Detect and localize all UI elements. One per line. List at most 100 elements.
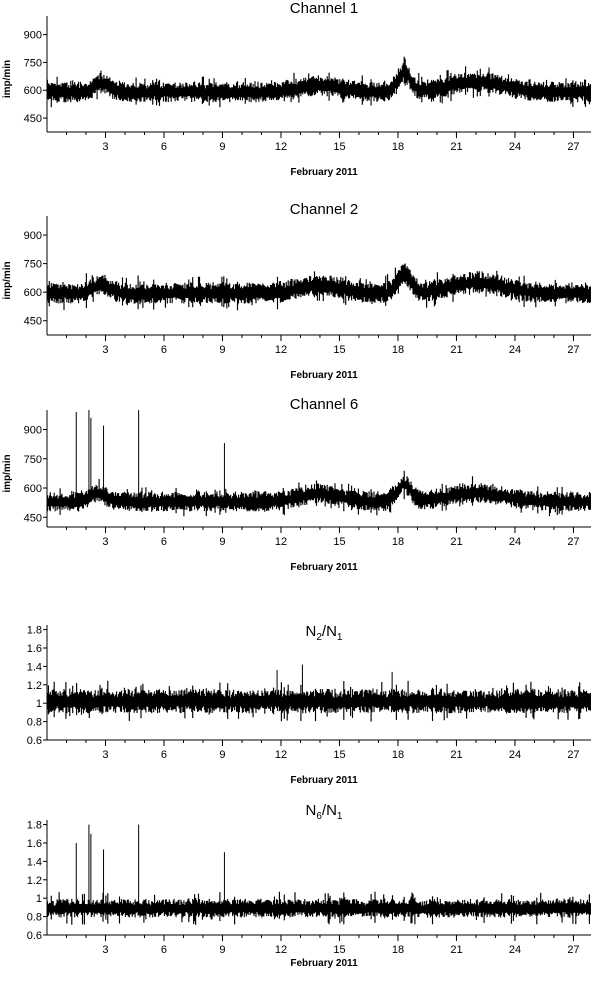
chart-title: N6/N1 — [306, 802, 343, 822]
y-tick-label: 450 — [24, 512, 42, 524]
chart-title-main: N — [306, 802, 317, 819]
chart-panel-2: Channel 2 3 6 9 12 15 18 21 24 27 450 600 750 900 Febr… — [2, 201, 591, 381]
x-tick-label: 21 — [450, 141, 462, 153]
y-tick-label: 1.2 — [27, 875, 42, 887]
y-axis-label: imp/min — [2, 60, 13, 98]
chart-title: N2/N1 — [306, 623, 343, 643]
y-tick-label: 0.8 — [27, 912, 42, 924]
x-tick-label: 12 — [275, 536, 287, 548]
x-tick-label: 3 — [102, 749, 108, 761]
y-tick-label: 600 — [24, 287, 42, 299]
x-tick-label: 9 — [219, 749, 225, 761]
y-tick-label: 900 — [24, 425, 42, 437]
x-tick-label: 12 — [275, 944, 287, 956]
chart-title-main: Channel 2 — [290, 201, 358, 218]
x-tick-label: 15 — [333, 344, 345, 356]
y-tick-label: 1.4 — [27, 856, 42, 868]
chart-title-main: Channel 1 — [290, 0, 358, 17]
x-tick-label: 12 — [275, 749, 287, 761]
y-tick-label: 1 — [36, 698, 42, 710]
data-series-trace — [46, 263, 591, 311]
y-tick-label: 750 — [24, 259, 42, 271]
data-series-trace — [46, 56, 591, 108]
y-tick-label: 1.4 — [27, 661, 42, 673]
x-tick-label: 3 — [102, 344, 108, 356]
chart-panel-4: N2/N1 3 6 9 12 15 18 21 24 27 0.6 0.8 1 1.2 1.4 1.6 1.8 F… — [27, 623, 591, 786]
y-tick-label: 1.6 — [27, 838, 42, 850]
y-tick-label: 0.8 — [27, 717, 42, 729]
x-tick-label: 24 — [509, 141, 521, 153]
x-tick-label: 15 — [333, 141, 345, 153]
x-tick-label: 15 — [333, 536, 345, 548]
x-tick-label: 12 — [275, 141, 287, 153]
y-tick-label: 450 — [24, 113, 42, 125]
data-series-trace — [46, 680, 591, 722]
x-tick-label: 27 — [567, 536, 579, 548]
x-tick-label: 24 — [509, 944, 521, 956]
x-tick-label: 3 — [102, 944, 108, 956]
x-tick-label: 3 — [102, 536, 108, 548]
chart-title-main: Channel 6 — [290, 396, 358, 413]
y-tick-label: 600 — [24, 85, 42, 97]
x-tick-label: 6 — [161, 944, 167, 956]
y-tick-label: 1 — [36, 893, 42, 905]
chart-panel-3: Channel 6 3 6 9 12 15 18 21 24 27 450 600 750 900 Febr… — [2, 396, 591, 573]
x-tick-label: 24 — [509, 536, 521, 548]
x-tick-label: 27 — [567, 944, 579, 956]
x-tick-label: 9 — [219, 944, 225, 956]
x-axis-label: February 2011 — [290, 167, 358, 178]
x-tick-label: 21 — [450, 344, 462, 356]
x-tick-label: 18 — [392, 944, 404, 956]
y-tick-label: 750 — [24, 57, 42, 69]
x-axis-label: February 2011 — [290, 562, 358, 573]
x-tick-label: 18 — [392, 344, 404, 356]
x-tick-label: 3 — [102, 141, 108, 153]
chart-title: Channel 2 — [290, 201, 358, 218]
y-tick-label: 1.2 — [27, 680, 42, 692]
y-tick-label: 1.8 — [27, 820, 42, 832]
x-axis-label: February 2011 — [290, 370, 358, 381]
x-tick-label: 24 — [509, 344, 521, 356]
y-tick-label: 1.6 — [27, 643, 42, 655]
x-tick-label: 21 — [450, 749, 462, 761]
y-tick-label: 450 — [24, 316, 42, 328]
y-tick-label: 1.8 — [27, 625, 42, 637]
x-tick-label: 9 — [219, 344, 225, 356]
x-axis-label: February 2011 — [290, 775, 358, 786]
x-tick-label: 6 — [161, 141, 167, 153]
data-series-trace — [46, 891, 591, 925]
x-tick-label: 6 — [161, 749, 167, 761]
y-tick-label: 750 — [24, 454, 42, 466]
x-tick-label: 27 — [567, 141, 579, 153]
y-tick-label: 0.6 — [27, 735, 42, 747]
y-tick-label: 900 — [24, 30, 42, 42]
chart-panel-1: Channel 1 3 6 9 12 15 18 21 24 27 450 600 750 900 Febr… — [2, 0, 591, 178]
x-tick-label: 24 — [509, 749, 521, 761]
chart-title-rest: /N — [322, 802, 337, 819]
x-tick-label: 9 — [219, 536, 225, 548]
x-axis-label: February 2011 — [290, 958, 358, 969]
y-axis-label: imp/min — [2, 261, 13, 299]
chart-title-subscript: 2 — [316, 632, 322, 643]
x-tick-label: 18 — [392, 536, 404, 548]
x-tick-label: 9 — [219, 141, 225, 153]
chart-title-subscript: 6 — [316, 811, 322, 822]
x-tick-label: 21 — [450, 944, 462, 956]
chart-title: Channel 6 — [290, 396, 358, 413]
y-tick-label: 900 — [24, 230, 42, 242]
chart-panel-5: N6/N13 6 9 12 15 18 21 24 270.60.811.21.41.61.8F… — [27, 802, 591, 969]
y-tick-label: 0.6 — [27, 930, 42, 942]
data-series-trace — [46, 470, 591, 517]
x-tick-label: 15 — [333, 944, 345, 956]
x-tick-label: 27 — [567, 344, 579, 356]
x-tick-label: 18 — [392, 141, 404, 153]
x-tick-label: 27 — [567, 749, 579, 761]
y-tick-label: 600 — [24, 483, 42, 495]
x-tick-label: 15 — [333, 749, 345, 761]
x-tick-label: 6 — [161, 344, 167, 356]
chart-title-subscript-2: 1 — [337, 811, 343, 822]
x-tick-label: 18 — [392, 749, 404, 761]
x-tick-label: 6 — [161, 536, 167, 548]
y-axis-label: imp/min — [2, 454, 13, 492]
